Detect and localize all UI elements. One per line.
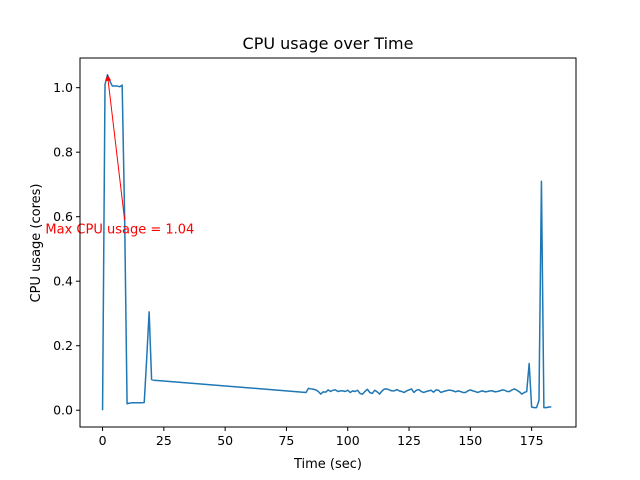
y-axis-ticks: 0.0 0.2 0.4 0.6 0.8 1.0 [53,80,80,418]
y-tick-label: 0.0 [53,403,73,418]
x-tick-label: 25 [156,433,172,448]
y-tick-label: 1.0 [53,80,73,95]
x-tick-label: 0 [99,433,107,448]
max-cpu-annotation: Max CPU usage = 1.04 [45,222,194,237]
y-tick-label: 0.6 [53,209,73,224]
y-axis-title: CPU usage (cores) [29,184,44,303]
x-tick-label: 100 [336,433,360,448]
x-axis-title: Time (sec) [293,457,362,472]
annotation-arrow [106,74,126,220]
annotation-arrowhead [105,74,112,82]
x-tick-label: 175 [520,433,544,448]
annotation-layer: Max CPU usage = 1.04 [45,74,194,237]
x-tick-label: 125 [397,433,421,448]
x-tick-label: 50 [217,433,233,448]
x-tick-label: 75 [278,433,294,448]
x-axis-ticks: 0 25 50 75 100 125 150 175 [99,427,544,448]
plot-frame [79,57,577,428]
y-tick-label: 0.2 [53,338,73,353]
cpu-usage-line [101,74,552,411]
series-layer [101,74,552,411]
y-tick-label: 0.4 [53,274,73,289]
y-tick-label: 0.8 [53,145,73,160]
chart-title: CPU usage over Time [243,34,414,53]
x-tick-label: 150 [458,433,482,448]
